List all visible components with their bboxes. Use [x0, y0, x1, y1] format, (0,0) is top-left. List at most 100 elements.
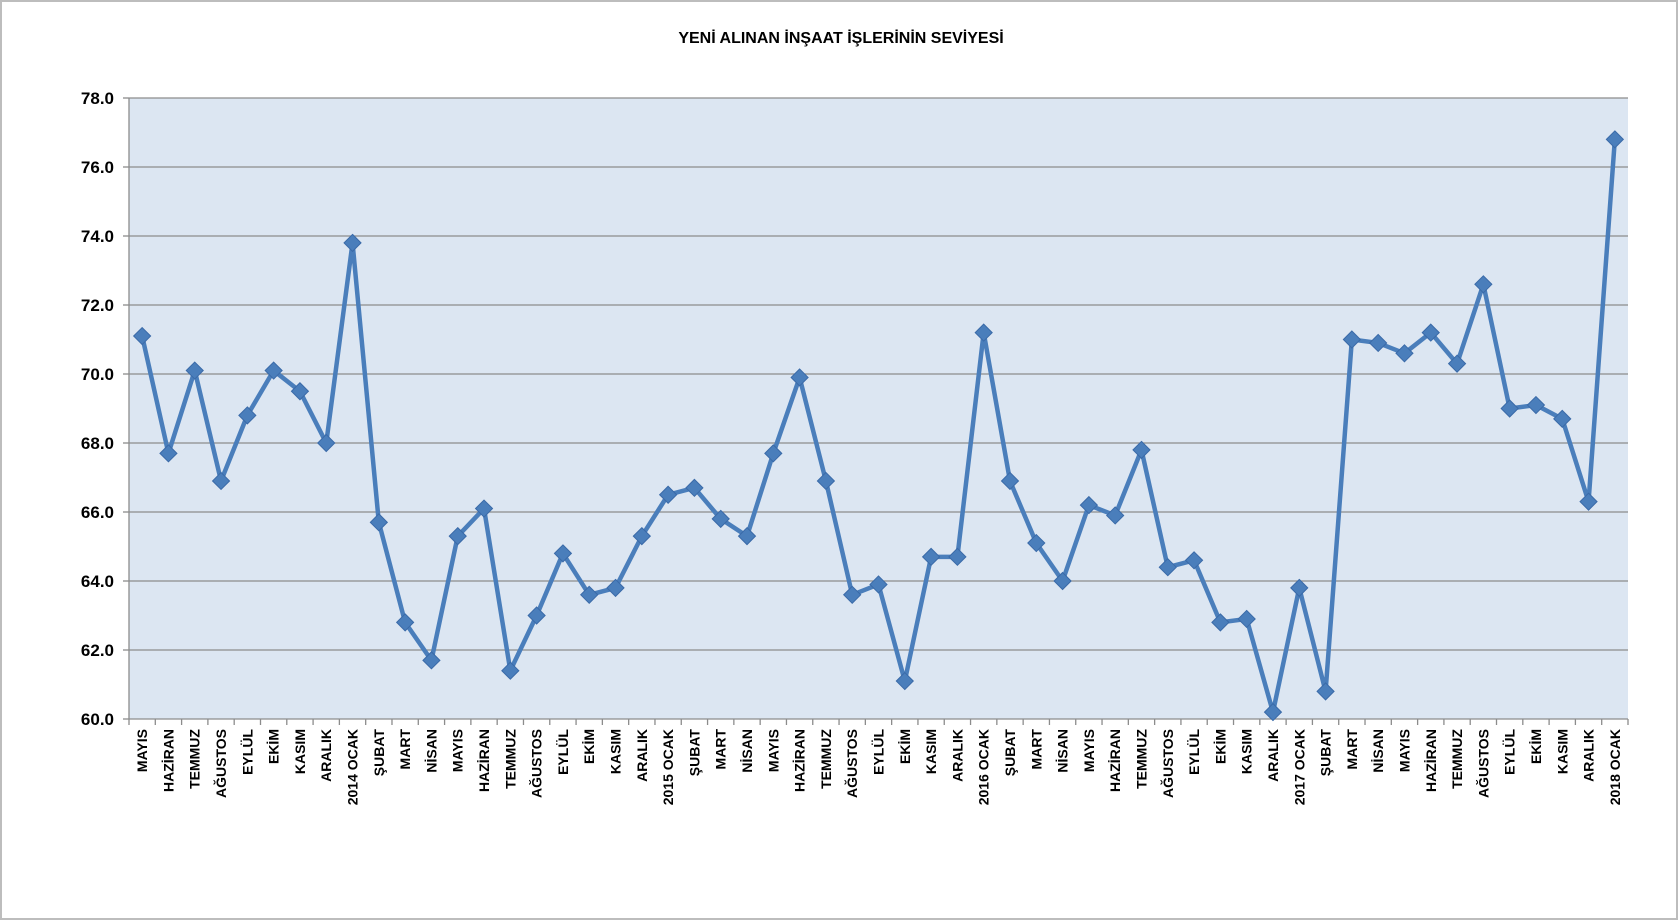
x-tick-label: EYLÜL	[239, 729, 255, 775]
x-tick-label: 2014 OCAK	[345, 729, 361, 805]
axes	[128, 98, 1629, 725]
data-point-marker	[1316, 682, 1335, 701]
x-tick-label: ARALIK	[1581, 729, 1597, 782]
x-tick-label: HAZİRAN	[1107, 729, 1123, 792]
data-point-marker	[1184, 551, 1204, 570]
data-point-marker	[290, 382, 310, 401]
data-point-marker	[869, 575, 888, 594]
x-tick-label: EKİM	[1528, 729, 1544, 764]
y-tick-label: 78.0	[81, 89, 114, 108]
y-tick-label: 64.0	[81, 572, 114, 591]
x-tick-label: EKİM	[266, 729, 282, 764]
x-tick-label: AĞUSTOS	[1474, 729, 1491, 798]
data-point-marker	[948, 547, 967, 567]
data-point-marker	[816, 471, 836, 491]
y-tick-label: 66.0	[81, 503, 114, 522]
data-point-marker	[1421, 323, 1440, 342]
data-point-marker	[1027, 533, 1046, 553]
x-tick-label: MART	[1344, 729, 1360, 770]
x-tick-label: ARALIK	[949, 729, 965, 782]
chart-title: YENİ ALINAN İNŞAAT İŞLERİNİN SEVİYESİ	[678, 29, 1003, 47]
data-point-marker	[1053, 571, 1072, 591]
data-point-marker	[606, 578, 625, 598]
data-point-marker	[474, 499, 494, 518]
x-tick-label: MAYIS	[765, 729, 781, 772]
data-point-marker	[632, 526, 652, 546]
x-tick-label: AĞUSTOS	[528, 729, 545, 798]
x-tick-label: MART	[397, 729, 413, 770]
data-point-marker	[1105, 506, 1125, 525]
data-point-marker	[264, 361, 283, 380]
x-tick-label: KASIM	[292, 729, 308, 774]
x-tick-label: HAZİRAN	[792, 729, 808, 792]
data-point-marker	[369, 513, 389, 532]
data-point-marker	[842, 585, 862, 605]
x-tick-label: 2015 OCAK	[660, 729, 676, 805]
x-tick-label: MAYIS	[1396, 729, 1412, 772]
data-point-marker	[1263, 702, 1283, 722]
data-point-marker	[711, 509, 730, 529]
x-tick-labels: MAYIS HAZİRAN TEMMUZ AĞUSTOS EYLÜL EKİM KASIM A…	[134, 729, 1623, 806]
data-point-marker	[1132, 440, 1151, 460]
data-point-marker	[1342, 330, 1362, 349]
y-tick-label: 68.0	[81, 434, 114, 453]
x-tick-label: EKİM	[1212, 729, 1228, 764]
data-point-marker	[737, 526, 757, 546]
x-tick-label: TEMMUZ	[1133, 729, 1149, 789]
data-point-marker	[527, 606, 546, 625]
data-point-marker	[764, 444, 783, 463]
data-point-marker	[1526, 395, 1546, 415]
x-tick-label: ŞUBAT	[1002, 729, 1018, 777]
data-point-marker	[1395, 344, 1414, 363]
data-point-marker	[658, 485, 678, 504]
y-tick-label: 62.0	[81, 641, 114, 660]
data-point-marker	[1368, 333, 1388, 353]
data-point-marker	[1474, 275, 1493, 294]
data-point-marker	[185, 361, 204, 380]
x-tick-label: AĞUSTOS	[1159, 729, 1176, 798]
data-point-marker	[238, 406, 257, 425]
x-tick-label: ŞUBAT	[371, 729, 387, 777]
x-tick-label: EKİM	[897, 729, 913, 764]
data-point-marker	[1553, 409, 1572, 429]
data-point-marker	[1579, 492, 1598, 511]
data-point-marker	[1211, 613, 1230, 632]
x-tick-label: ŞUBAT	[1318, 729, 1334, 777]
x-tick-label: NİSAN	[1055, 729, 1071, 773]
y-tick-label: 72.0	[81, 296, 114, 315]
x-tick-label: NİSAN	[1370, 729, 1386, 773]
data-point-marker	[974, 323, 993, 342]
x-tick-label: KASIM	[1239, 729, 1255, 774]
x-tick-label: NİSAN	[423, 729, 439, 773]
data-point-marker	[895, 671, 915, 691]
x-tick-label: MART	[713, 729, 729, 770]
data-point-marker	[343, 233, 362, 253]
data-point-marker	[553, 544, 573, 563]
data-point-marker	[921, 547, 941, 567]
data-point-marker	[132, 326, 152, 346]
data-point-marker	[1158, 557, 1177, 577]
x-tick-label: TEMMUZ	[818, 729, 834, 789]
x-tick-label: EYLÜL	[1502, 729, 1518, 775]
data-point-marker	[580, 585, 599, 605]
x-tick-label: 2018 OCAK	[1607, 729, 1623, 805]
x-tick-label: KASIM	[923, 729, 939, 774]
x-tick-label: MAYIS	[134, 729, 150, 772]
x-tick-label: AĞUSTOS	[843, 729, 860, 798]
data-point-marker	[685, 478, 704, 498]
x-tick-label: TEMMUZ	[1449, 729, 1465, 789]
x-tick-label: TEMMUZ	[502, 729, 518, 789]
data-point-marker	[501, 661, 520, 680]
x-tick-label: AĞUSTOS	[212, 729, 229, 798]
x-tick-label: HAZİRAN	[1423, 729, 1439, 792]
x-tick-label: HAZİRAN	[476, 729, 492, 792]
data-point-marker	[1605, 130, 1625, 149]
y-tick-labels: 60.0 62.0 64.0 66.0 68.0 70.0 72.0 74.0 76.0 78.0	[81, 89, 114, 729]
x-tick-label: KASIM	[1554, 729, 1570, 774]
x-tick-label: TEMMUZ	[187, 729, 203, 789]
x-tick-label: ARALIK	[634, 729, 650, 782]
x-tick-label: EYLÜL	[1186, 729, 1202, 775]
x-tick-label: MART	[1028, 729, 1044, 770]
